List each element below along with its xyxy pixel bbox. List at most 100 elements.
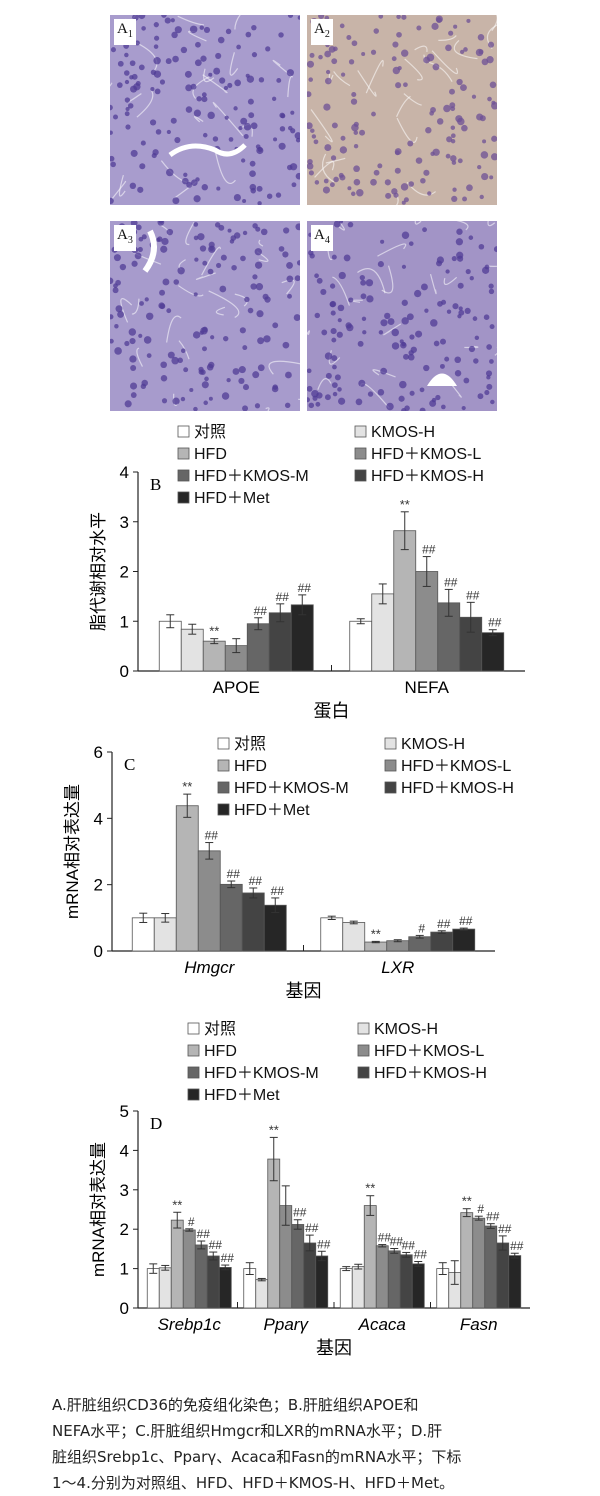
cell-nucleus	[238, 366, 246, 374]
cell-nucleus	[208, 245, 216, 253]
cell-nucleus	[482, 139, 487, 144]
cell-nucleus	[400, 183, 409, 191]
cell-nucleus	[153, 56, 161, 65]
cell-nucleus	[242, 384, 250, 391]
cell-nucleus	[311, 134, 317, 139]
cell-nucleus	[314, 180, 320, 185]
significance-mark: ##	[254, 604, 268, 618]
cell-nucleus	[252, 371, 260, 379]
legend-label: 对照	[194, 423, 226, 441]
cell-nucleus	[419, 407, 426, 411]
cell-nucleus	[351, 40, 358, 47]
cell-nucleus	[449, 88, 455, 95]
cell-nucleus	[239, 327, 246, 334]
cell-nucleus	[436, 118, 444, 125]
chart-d-lipid-genes: 对照 KMOS-H HFD HFD＋KMOS-L HFD＋KMOS-M HFD＋KMOS-…	[89, 1020, 530, 1358]
tissue-sinusoid	[265, 407, 270, 411]
cell-nucleus	[172, 397, 180, 405]
cell-nucleus	[393, 192, 399, 198]
cell-nucleus	[452, 187, 457, 192]
significance-mark: ##	[444, 575, 458, 589]
cell-nucleus	[180, 46, 188, 54]
cell-nucleus	[252, 223, 258, 229]
legend-label: 对照	[204, 1020, 236, 1038]
cell-nucleus	[124, 400, 132, 408]
cell-nucleus	[129, 337, 136, 345]
bar	[267, 1158, 281, 1309]
cell-nucleus	[137, 246, 143, 253]
chart-c-hmgcr-lxr: 对照 KMOS-H HFD HFD＋KMOS-L HFD＋KMOS-M HFD＋KMOS-…	[63, 735, 514, 1001]
cell-nucleus	[202, 132, 208, 138]
cell-nucleus	[271, 96, 277, 101]
significance-mark: ##	[271, 884, 285, 898]
category-label: Hmgcr	[184, 958, 235, 977]
bar	[371, 593, 395, 672]
cell-nucleus	[135, 224, 142, 231]
cell-nucleus	[330, 155, 337, 161]
bar	[484, 1225, 498, 1309]
cell-nucleus	[201, 92, 207, 98]
tissue-sinusoid	[357, 70, 377, 97]
legend-swatch	[187, 1088, 200, 1101]
cell-nucleus	[458, 309, 465, 316]
cell-nucleus	[117, 310, 125, 318]
cell-nucleus	[247, 98, 254, 105]
bar	[351, 1266, 365, 1309]
cell-nucleus	[445, 44, 452, 52]
cell-nucleus	[307, 162, 314, 170]
cell-nucleus	[215, 52, 222, 59]
legend-swatch	[354, 425, 367, 438]
panel-label: A3	[114, 225, 136, 251]
tissue-sinusoid	[268, 360, 300, 375]
cell-nucleus	[124, 340, 130, 347]
cell-nucleus	[481, 172, 489, 181]
cell-nucleus	[380, 239, 385, 244]
cell-nucleus	[285, 371, 292, 379]
tissue-sinusoid	[201, 246, 221, 276]
cell-nucleus	[455, 115, 463, 123]
cell-nucleus	[131, 73, 138, 80]
cell-nucleus	[297, 15, 300, 20]
legend-swatch	[187, 1044, 200, 1057]
legend-label: HFD＋KMOS-L	[401, 758, 511, 775]
cell-nucleus	[362, 330, 367, 335]
cell-nucleus	[378, 330, 384, 335]
cell-nucleus	[431, 397, 437, 403]
cell-nucleus	[477, 33, 485, 41]
cell-nucleus	[159, 289, 166, 296]
cell-nucleus	[450, 155, 457, 162]
cell-nucleus	[308, 77, 313, 82]
x-axis-label: 基因	[316, 1338, 352, 1358]
cell-nucleus	[146, 353, 152, 359]
cell-nucleus	[194, 59, 202, 67]
cell-nucleus	[201, 96, 208, 103]
legend-swatch	[384, 781, 397, 794]
cell-nucleus	[199, 330, 204, 335]
cell-nucleus	[488, 41, 495, 48]
tissue-sinusoid	[214, 152, 236, 185]
cell-nucleus	[157, 236, 163, 242]
cell-nucleus	[266, 193, 273, 199]
significance-mark: ##	[378, 1231, 392, 1245]
cell-nucleus	[479, 115, 486, 122]
cell-nucleus	[308, 402, 315, 409]
cell-nucleus	[180, 348, 186, 354]
cell-nucleus	[401, 264, 407, 269]
cell-nucleus	[138, 333, 143, 338]
cell-nucleus	[491, 135, 497, 142]
significance-mark: ##	[498, 1222, 512, 1236]
cell-nucleus	[392, 41, 399, 48]
cell-nucleus	[155, 129, 162, 135]
cell-nucleus	[241, 158, 246, 163]
cell-nucleus	[493, 246, 497, 253]
significance-mark: ##	[488, 616, 502, 630]
y-tick-label: 6	[94, 743, 103, 762]
cell-nucleus	[129, 182, 137, 189]
significance-mark: ##	[197, 1227, 211, 1241]
legend-swatch	[177, 469, 190, 482]
cell-nucleus	[234, 79, 242, 87]
cell-nucleus	[130, 382, 138, 390]
chart-b-apoe-nefa: 对照 KMOS-H HFD HFD＋KMOS-L HFD＋KMOS-M HFD＋KMOS-…	[89, 423, 525, 721]
cell-nucleus	[483, 314, 490, 320]
legend-label: HFD＋Met	[234, 802, 310, 819]
